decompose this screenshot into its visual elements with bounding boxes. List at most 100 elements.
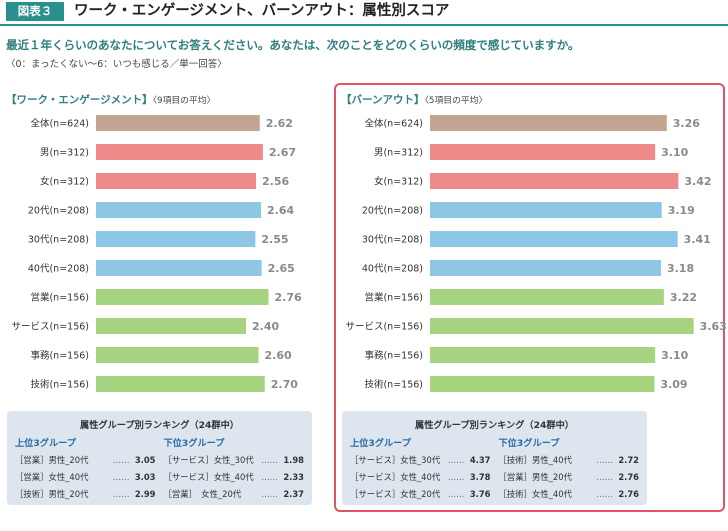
bar xyxy=(430,289,664,305)
value-label: 3.19 xyxy=(668,204,695,217)
value-label: 2.67 xyxy=(269,146,296,159)
category-label: 男(n=312) xyxy=(40,148,89,159)
engagement-title-text: 【ワーク・エンゲージメント】 xyxy=(6,94,153,106)
ranking-row: ［サービス］女性_40代…… 3.78 xyxy=(350,472,491,482)
bar xyxy=(430,231,678,247)
engagement-title-note: 〈9項目の平均〉 xyxy=(152,96,216,106)
burnout-ranking-box: 属性グループ別ランキング（24群中） 上位3グループ ［サービス］女性_30代…… xyxy=(342,411,647,505)
category-label: 40代(n=208) xyxy=(362,264,423,275)
bar xyxy=(430,347,656,363)
category-label: 女(n=312) xyxy=(40,176,89,188)
bar xyxy=(430,260,661,276)
header-rule xyxy=(0,24,728,26)
ranking-row: ［営業］女性_40代…… 3.03 xyxy=(15,472,156,482)
value-label: 2.65 xyxy=(268,262,295,275)
bar xyxy=(430,376,655,392)
value-label: 2.64 xyxy=(267,204,294,217)
ranking-row: ［営業］ 女性_20代…… 2.37 xyxy=(163,489,305,499)
category-label: 事務(n=156) xyxy=(30,350,89,362)
ranking-title: 属性グループ別ランキング（24群中） xyxy=(80,420,239,431)
value-label: 3.42 xyxy=(684,175,711,188)
survey-question: 最近１年くらいのあなたについてお答えください。あなたは、次のことをどのくらいの頻… xyxy=(6,38,580,52)
category-label: 30代(n=208) xyxy=(362,235,423,246)
ranking-row: ［サービス］女性_20代…… 3.76 xyxy=(350,489,491,499)
scale-note: 〈0：まったくない〜6：いつも感じる／単一回答〉 xyxy=(6,59,227,70)
ranking-row: ［技術］男性_40代…… 2.72 xyxy=(498,455,640,465)
bar xyxy=(430,115,667,131)
bar xyxy=(96,260,262,276)
bar xyxy=(430,144,656,160)
bottom3-heading: 下位3グループ xyxy=(163,438,225,449)
category-label: 全体(n=624) xyxy=(364,118,423,130)
burnout-title-note: 〈5項目の平均〉 xyxy=(424,96,488,106)
value-label: 2.56 xyxy=(262,175,289,188)
burnout-title-text: 【バーンアウト】 xyxy=(341,94,425,106)
bar xyxy=(96,347,259,363)
top3-column: 上位3グループ ［サービス］女性_30代…… 4.37 ［サービス］女性_40代…… xyxy=(350,436,491,503)
category-label: 男(n=312) xyxy=(374,148,423,159)
bar xyxy=(96,376,265,392)
top3-column: 上位3グループ ［営業］男性_20代…… 3.05 ［営業］女性_40代…… 3.0… xyxy=(15,436,156,503)
category-label: 40代(n=208) xyxy=(28,264,89,275)
top3-heading: 上位3グループ xyxy=(15,438,76,449)
category-label: 20代(n=208) xyxy=(28,206,89,217)
ranking-row: ［技術］女性_40代…… 2.76 xyxy=(498,489,640,499)
ranking-row: ［サービス］女性_30代…… 4.37 xyxy=(350,455,491,465)
category-label: 事務(n=156) xyxy=(364,350,423,362)
engagement-ranking-box: 属性グループ別ランキング（24群中） 上位3グループ ［営業］男性_20代…… 3… xyxy=(7,411,312,505)
category-label: 20代(n=208) xyxy=(362,206,423,217)
burnout-bar-chart: 全体(n=624) 3.26 男(n=312) 3.10 女(n=312) 3.42 20代… xyxy=(345,115,727,392)
value-label: 3.09 xyxy=(660,378,687,391)
burnout-panel-frame xyxy=(334,83,725,512)
category-label: 全体(n=624) xyxy=(30,118,89,130)
ranking-row: ［サービス］女性_30代…… 1.98 xyxy=(163,455,305,465)
value-label: 2.60 xyxy=(265,349,292,362)
bar xyxy=(96,144,263,160)
bar xyxy=(96,173,256,189)
value-label: 2.40 xyxy=(252,320,279,333)
ranking-row: ［営業］男性_20代…… 2.76 xyxy=(498,472,640,482)
value-label: 3.18 xyxy=(667,262,694,275)
ranking-title: 属性グループ別ランキング（24群中） xyxy=(415,420,574,431)
bar xyxy=(96,202,261,218)
ranking-row: ［営業］男性_20代…… 3.05 xyxy=(15,455,156,465)
bar xyxy=(430,173,679,189)
ranking-row: ［技術］男性_20代…… 2.99 xyxy=(15,489,156,499)
value-label: 3.26 xyxy=(673,117,700,130)
engagement-bar-chart: 全体(n=624) 2.62 男(n=312) 2.67 女(n=312) 2.56 20代… xyxy=(11,115,302,392)
category-label: 営業(n=156) xyxy=(364,292,423,304)
bar xyxy=(430,202,662,218)
ranking-row: ［サービス］女性_40代…… 2.33 xyxy=(163,472,305,482)
bottom3-column: 下位3グループ ［サービス］女性_30代…… 1.98 ［サービス］女性_40代…… xyxy=(164,436,305,503)
value-label: 3.63 xyxy=(700,320,727,333)
value-label: 3.10 xyxy=(661,146,688,159)
bar xyxy=(96,231,256,247)
bar xyxy=(96,115,260,131)
bottom3-column: 下位3グループ ［技術］男性_40代…… 2.72 ［営業］男性_20代…… 2.7… xyxy=(499,436,640,503)
bar xyxy=(96,318,246,334)
figure-title: ワーク・エンゲージメント、バーンアウト：属性別スコア xyxy=(74,3,450,19)
category-label: サービス(n=156) xyxy=(345,322,423,333)
figure-label: 図表３ xyxy=(6,2,64,21)
category-label: 女(n=312) xyxy=(374,176,423,188)
category-label: 30代(n=208) xyxy=(28,235,89,246)
category-label: サービス(n=156) xyxy=(11,322,89,333)
value-label: 3.22 xyxy=(670,291,697,304)
category-label: 技術(n=156) xyxy=(30,379,89,391)
burnout-panel-title: 【バーンアウト】〈5項目の平均〉 xyxy=(341,92,487,107)
value-label: 3.10 xyxy=(661,349,688,362)
category-label: 技術(n=156) xyxy=(364,379,423,391)
value-label: 2.55 xyxy=(261,233,288,246)
category-label: 営業(n=156) xyxy=(30,292,89,304)
figure-header: 図表３ ワーク・エンゲージメント、バーンアウト：属性別スコア xyxy=(0,0,728,24)
value-label: 3.41 xyxy=(684,233,711,246)
bar xyxy=(96,289,269,305)
engagement-panel-title: 【ワーク・エンゲージメント】〈9項目の平均〉 xyxy=(6,92,215,107)
value-label: 2.70 xyxy=(271,378,298,391)
top3-heading: 上位3グループ xyxy=(350,438,411,449)
bar xyxy=(430,318,694,334)
value-label: 2.62 xyxy=(266,117,293,130)
value-label: 2.76 xyxy=(275,291,302,304)
bottom3-heading: 下位3グループ xyxy=(498,438,560,449)
